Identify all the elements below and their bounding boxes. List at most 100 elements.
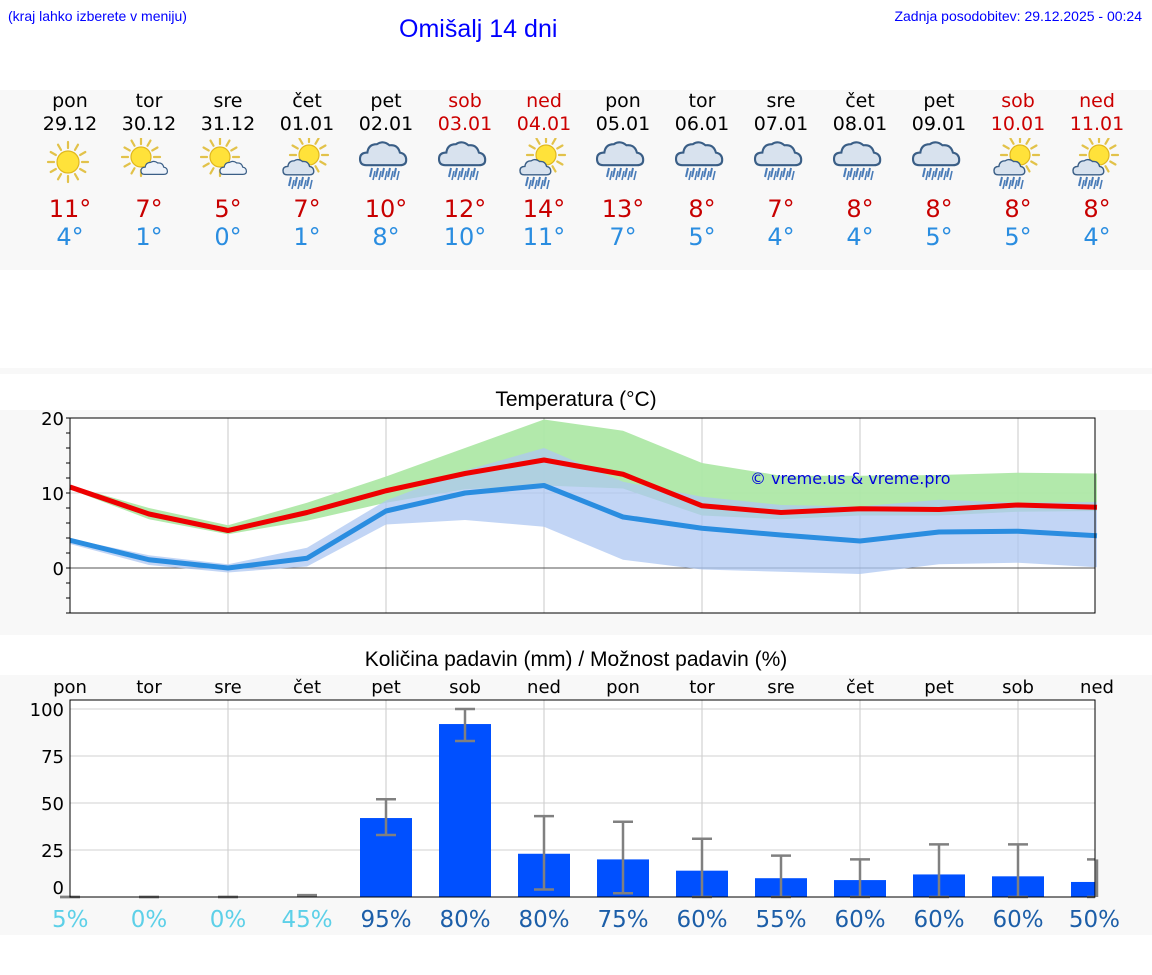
day-column: tor 06.01 8° 5° (662, 90, 742, 251)
precip-bar (439, 724, 491, 897)
sun-rain-icon (1057, 138, 1137, 190)
plot-frame (69, 417, 1096, 614)
x-day-label: sre (214, 677, 241, 698)
y-tick-label: 20 (41, 410, 64, 430)
y-tick-label: 0 (53, 559, 64, 580)
temp-max: 10° (364, 195, 408, 223)
day-column: sre 31.12 5° 0° (188, 90, 268, 251)
day-column: čet 08.01 8° 4° (820, 90, 900, 251)
sun-rain-icon (978, 138, 1058, 190)
temp-min: 8° (372, 223, 400, 251)
temp-max: 8° (1083, 195, 1111, 223)
day-column: ned 04.01 14° 11° (504, 90, 584, 251)
day-date: 07.01 (753, 113, 809, 135)
day-date: 02.01 (358, 113, 414, 135)
divider (0, 368, 1152, 374)
rain-cloud-icon (741, 138, 821, 190)
temp-min: 5° (925, 223, 953, 251)
sun-cloud-icon (188, 138, 268, 190)
rain-cloud-icon (346, 138, 426, 190)
page-title: Omišalj 14 dni (399, 15, 558, 43)
sun-rain-icon (504, 138, 584, 190)
x-day-label: sob (1002, 677, 1034, 698)
day-name: sob (448, 90, 482, 112)
day-name: sre (213, 90, 243, 112)
precip-probability: 95% (360, 907, 411, 933)
temp-min: 11° (522, 223, 566, 251)
day-name: čet (845, 90, 875, 112)
temp-max: 14° (522, 195, 566, 223)
precip-probability: 60% (992, 907, 1043, 933)
day-date: 11.01 (1069, 113, 1125, 135)
day-column: sob 10.01 8° 5° (978, 90, 1058, 251)
max-temp-line (69, 457, 1098, 533)
precip-probability: 5% (52, 907, 89, 933)
day-column: čet 01.01 7° 1° (267, 90, 347, 251)
temp-max: 11° (48, 195, 92, 223)
y-tick-label: 50 (41, 794, 64, 815)
sun-rain-icon (267, 138, 347, 190)
day-date: 29.12 (42, 113, 98, 135)
y-tick-label: 25 (41, 841, 64, 862)
day-column: ned 11.01 8° 4° (1057, 90, 1137, 251)
day-column: tor 30.12 7° 1° (109, 90, 189, 251)
day-name: tor (688, 90, 716, 112)
temp-max: 8° (925, 195, 953, 223)
rain-cloud-icon (899, 138, 979, 190)
temp-max: 7° (293, 195, 321, 223)
day-date: 03.01 (437, 113, 493, 135)
sun-icon (30, 138, 110, 190)
day-column: pon 29.12 11° 4° (30, 90, 110, 251)
day-column: sob 03.01 12° 10° (425, 90, 505, 251)
day-date: 04.01 (516, 113, 572, 135)
temp-min: 7° (609, 223, 637, 251)
x-day-label: ned (1080, 677, 1114, 698)
temp-min: 4° (1083, 223, 1111, 251)
y-tick-label: 75 (41, 747, 64, 768)
min-temp-line (69, 483, 1098, 571)
day-name: ned (1079, 90, 1115, 112)
day-date: 06.01 (674, 113, 730, 135)
temp-min: 4° (846, 223, 874, 251)
x-day-label: sob (449, 677, 481, 698)
x-day-label: pon (606, 677, 640, 698)
day-date: 10.01 (990, 113, 1046, 135)
x-day-label: sre (767, 677, 794, 698)
location-hint-link[interactable]: (kraj lahko izberete v meniju) (8, 8, 187, 24)
day-name: sob (1001, 90, 1035, 112)
temp-max: 8° (1004, 195, 1032, 223)
day-column: pet 09.01 8° 5° (899, 90, 979, 251)
day-date: 31.12 (200, 113, 256, 135)
temperature-chart-title: Temperatura (°C) (495, 388, 657, 411)
day-name: pet (923, 90, 955, 112)
day-name: tor (135, 90, 163, 112)
temp-max: 12° (443, 195, 487, 223)
precip-probability: 60% (913, 907, 964, 933)
precip-probability: 0% (210, 907, 247, 933)
precip-probability: 55% (755, 907, 806, 933)
precipitation-chart: pon tor sre čet pet sob ned pon tor sre čet pet sob n… (30, 677, 1120, 933)
x-day-label: pet (924, 677, 954, 698)
last-updated: Zadnja posodobitev: 29.12.2025 - 00:24 (894, 8, 1142, 24)
day-column: sre 07.01 7° 4° (741, 90, 821, 251)
y-tick-label: 10 (41, 484, 64, 505)
y-tick-label: 0 (53, 878, 64, 899)
temp-max: 7° (767, 195, 795, 223)
precip-probability: 50% (1069, 907, 1120, 933)
x-day-label: čet (846, 677, 874, 698)
precipitation-chart-title: Količina padavin (mm) / Možnost padavin … (364, 648, 788, 671)
watermark: © vreme.us & vreme.pro (750, 469, 951, 488)
day-date: 01.01 (279, 113, 335, 135)
y-tick-label: 100 (30, 700, 64, 721)
rain-cloud-icon (662, 138, 742, 190)
day-name: sre (766, 90, 796, 112)
rain-cloud-icon (583, 138, 663, 190)
rain-cloud-icon (425, 138, 505, 190)
min-range-band (70, 448, 1097, 574)
temp-max: 8° (846, 195, 874, 223)
precip-probability: 75% (597, 907, 648, 933)
day-column: pon 05.01 13° 7° (583, 90, 663, 251)
precip-probability: 0% (131, 907, 168, 933)
temp-min: 1° (293, 223, 321, 251)
precip-probability: 80% (439, 907, 490, 933)
